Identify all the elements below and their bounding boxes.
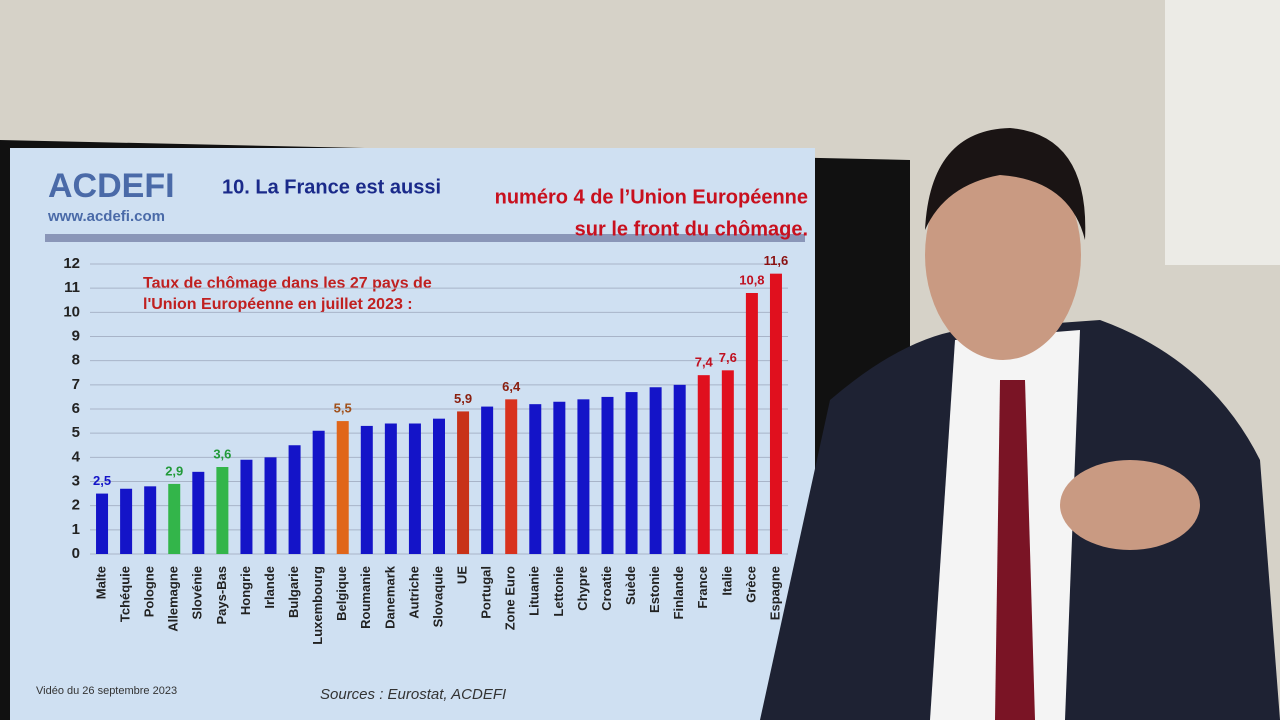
bar xyxy=(457,411,470,554)
bar xyxy=(216,467,229,554)
y-tick-label: 6 xyxy=(72,400,80,417)
value-label: 11,6 xyxy=(764,253,789,268)
y-tick-label: 5 xyxy=(72,424,80,441)
value-label: 7,4 xyxy=(695,355,714,370)
x-tick-label: Espagne xyxy=(767,566,782,620)
x-tick-label: Chypre xyxy=(575,566,590,611)
x-tick-label: Lettonie xyxy=(551,566,566,617)
value-label: 7,6 xyxy=(719,350,737,365)
bar xyxy=(120,488,133,554)
x-tick-label: Danemark xyxy=(382,565,397,629)
bar xyxy=(408,423,421,554)
y-tick-label: 7 xyxy=(72,376,80,393)
bar xyxy=(481,406,494,554)
x-tick-label: Autriche xyxy=(406,566,421,619)
x-tick-label: Lituanie xyxy=(527,566,542,616)
bar xyxy=(769,273,782,554)
bar xyxy=(505,399,518,554)
y-tick-label: 4 xyxy=(72,448,81,465)
value-label: 5,9 xyxy=(454,391,472,406)
bar xyxy=(336,421,349,554)
x-tick-label: Estonie xyxy=(647,566,662,613)
hand xyxy=(1060,460,1200,550)
bar xyxy=(649,387,662,554)
x-tick-label: Finlande xyxy=(671,566,686,619)
x-tick-label: Croatie xyxy=(599,566,614,611)
bar xyxy=(625,392,638,554)
x-tick-label: Luxembourg xyxy=(310,566,325,645)
chart-title: Taux de chômage dans les 27 pays de xyxy=(143,275,432,292)
x-tick-label: Hongrie xyxy=(238,566,253,615)
x-tick-label: Grèce xyxy=(743,566,758,603)
face xyxy=(925,150,1081,360)
x-tick-label: Zone Euro xyxy=(503,566,518,630)
shelf xyxy=(1165,0,1280,265)
value-label: 6,4 xyxy=(502,379,521,394)
website: www.acdefi.com xyxy=(47,208,165,225)
headline: 10. La France est aussi xyxy=(222,176,441,198)
value-label: 2,9 xyxy=(165,463,183,478)
bar xyxy=(240,459,253,554)
footer-sources: Sources : Eurostat, ACDEFI xyxy=(320,686,506,703)
bar xyxy=(433,418,445,554)
bar xyxy=(192,471,205,554)
x-tick-label: France xyxy=(695,566,710,609)
footer-date: Vidéo du 26 septembre 2023 xyxy=(36,685,177,697)
bar xyxy=(697,375,710,554)
presenter xyxy=(760,128,1280,720)
bar xyxy=(745,293,758,554)
logo: ACDEFI xyxy=(48,167,175,205)
y-tick-label: 0 xyxy=(72,545,80,562)
x-tick-label: Suède xyxy=(623,566,638,605)
value-label: 3,6 xyxy=(213,446,231,461)
chart-title: l'Union Européenne en juillet 2023 : xyxy=(143,296,413,313)
x-tick-label: Malte xyxy=(93,566,108,599)
bar xyxy=(144,486,157,554)
value-label: 5,5 xyxy=(334,401,352,416)
x-tick-label: Slovénie xyxy=(190,566,205,619)
bar xyxy=(288,445,301,554)
y-tick-label: 8 xyxy=(72,352,80,369)
bar xyxy=(577,399,590,554)
value-label: 10,8 xyxy=(739,272,764,287)
y-tick-label: 2 xyxy=(72,497,80,514)
bar xyxy=(360,425,373,554)
x-tick-label: Tchéquie xyxy=(118,566,133,622)
x-tick-label: Bulgarie xyxy=(286,566,301,618)
y-tick-label: 9 xyxy=(72,327,80,344)
x-tick-label: Pologne xyxy=(142,566,157,617)
x-tick-label: Allemagne xyxy=(166,566,181,632)
x-tick-label: Italie xyxy=(719,566,734,596)
bar xyxy=(553,401,566,554)
bar xyxy=(673,384,686,554)
x-tick-label: Roumanie xyxy=(358,566,373,629)
y-tick-label: 10 xyxy=(63,303,80,320)
x-tick-label: Pays-Bas xyxy=(214,566,229,625)
y-tick-label: 11 xyxy=(64,279,80,296)
x-tick-label: Irlande xyxy=(262,566,277,609)
bar xyxy=(264,457,277,554)
tie xyxy=(995,380,1035,720)
hair xyxy=(925,128,1086,240)
slide-rule xyxy=(45,234,805,242)
headline: numéro 4 de l’Union Européenne xyxy=(495,186,808,208)
y-tick-label: 12 xyxy=(63,255,80,272)
bar xyxy=(168,483,181,554)
headline: sur le front du chômage. xyxy=(575,218,808,240)
bar xyxy=(312,430,325,554)
bar xyxy=(384,423,397,554)
bar xyxy=(96,493,109,554)
y-tick-label: 1 xyxy=(72,521,80,538)
x-tick-label: Slovaquie xyxy=(430,566,445,627)
y-tick-label: 3 xyxy=(72,472,80,489)
bar xyxy=(529,404,542,554)
x-tick-label: UE xyxy=(455,566,470,584)
x-tick-label: Portugal xyxy=(479,566,494,619)
bar xyxy=(721,370,734,554)
bar xyxy=(601,396,614,554)
x-tick-label: Belgique xyxy=(334,566,349,621)
value-label: 2,5 xyxy=(93,473,111,488)
